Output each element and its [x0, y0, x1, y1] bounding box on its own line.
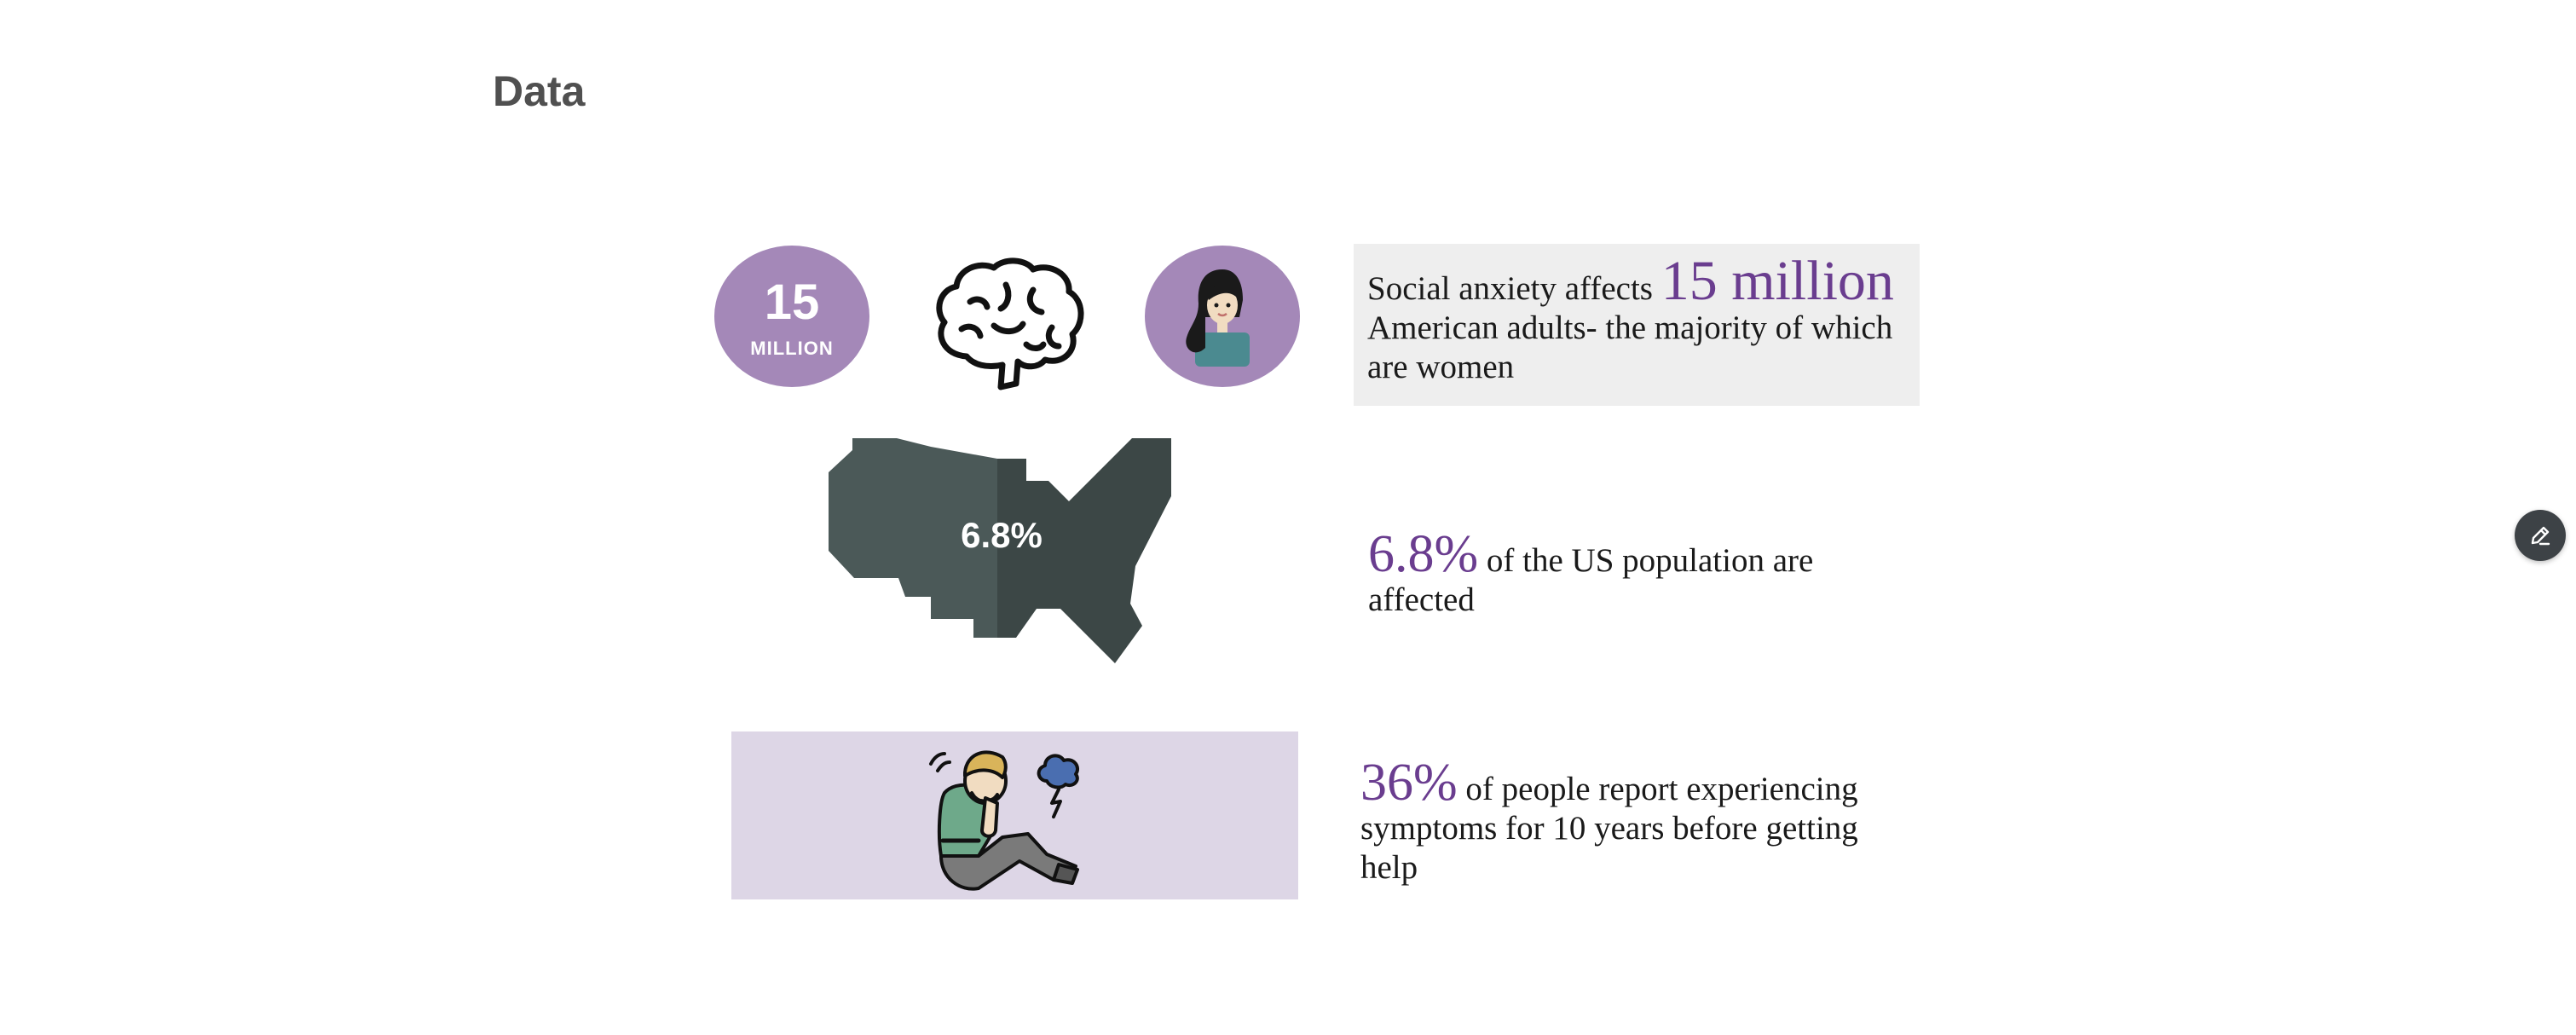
woman-avatar-icon — [1186, 269, 1250, 367]
stat-card-population: 6.8% of the US population are affected — [1368, 528, 1914, 620]
map-value-label: 6.8% — [961, 515, 1043, 555]
card2-rest: of the US population are affected — [1368, 542, 1814, 618]
card1-lead: Social anxiety affects — [1367, 270, 1653, 307]
brain-icon — [936, 257, 1084, 390]
distress-illustration-panel — [731, 731, 1298, 899]
pencil-icon — [2531, 526, 2550, 546]
fifteen-million-badge: 15 MILLION — [714, 246, 869, 387]
card3-rest: of people report experiencing symptoms f… — [1360, 771, 1858, 886]
distressed-person-icon — [929, 750, 1080, 891]
card1-highlight: 15 million — [1661, 250, 1894, 312]
badge-number: 15 — [764, 275, 820, 330]
card3-highlight: 36% — [1360, 754, 1458, 812]
card1-rest: American adults- the majority of which a… — [1367, 309, 1893, 385]
page-title: Data — [493, 67, 586, 115]
badge-unit: MILLION — [750, 338, 834, 359]
edit-button[interactable] — [2515, 510, 2566, 561]
usa-map-icon: 6.8% — [829, 438, 1171, 663]
stat-card-15-million: Social anxiety affects 15 million Americ… — [1354, 244, 1920, 406]
stat-card-36-percent: 36% of people report experiencing sympto… — [1360, 754, 1915, 888]
card2-highlight: 6.8% — [1368, 525, 1479, 583]
